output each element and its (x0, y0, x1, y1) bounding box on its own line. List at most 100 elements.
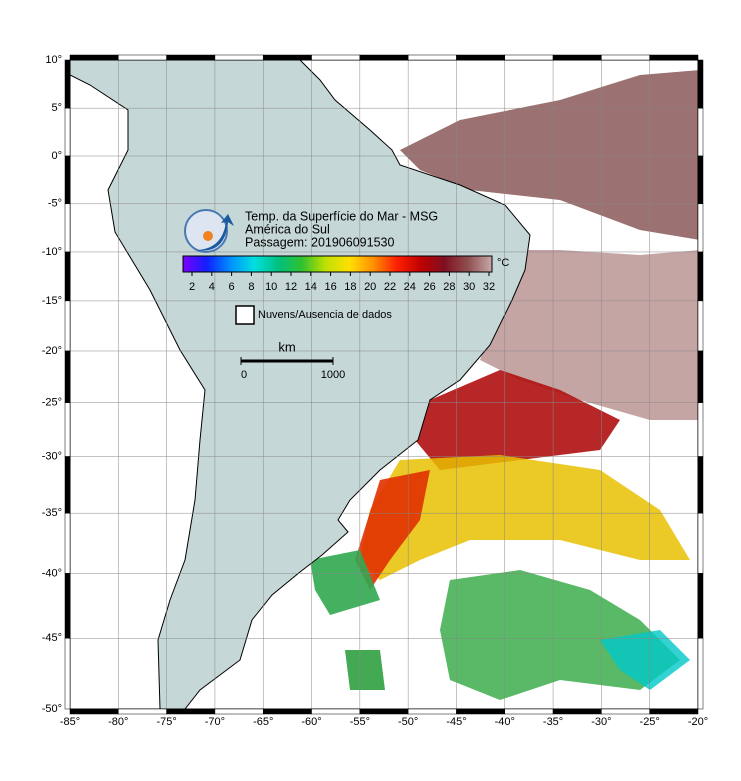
colorbar-tick-label: 14 (305, 281, 317, 293)
frame-band (697, 59, 704, 109)
frame-band (407, 708, 457, 715)
colorbar-tick-label: 16 (324, 281, 336, 293)
colorbar-tick-label: 24 (404, 281, 416, 293)
lon-tick-label: -85° (60, 716, 80, 728)
frame-band (697, 203, 704, 253)
frame-band (697, 300, 704, 352)
title-line: América do Sul (245, 222, 330, 236)
frame-band (64, 350, 71, 403)
lat-tick-label: -45° (42, 632, 62, 644)
lon-tick-label: -30° (591, 716, 611, 728)
frame-band (601, 54, 650, 61)
frame-band (697, 402, 704, 457)
frame-band (649, 54, 699, 61)
scale-tick-label: 0 (241, 369, 247, 381)
frame-band (311, 708, 361, 715)
title-line: Passagem: 201906091530 (245, 235, 394, 249)
frame-band (697, 155, 704, 205)
south-america-land (69, 59, 531, 710)
lon-tick-label: -20° (688, 716, 708, 728)
frame-band (504, 54, 554, 61)
lon-tick-label: -55° (350, 716, 370, 728)
lat-tick-label: 10° (45, 54, 62, 66)
frame-band (64, 300, 71, 352)
frame-band (214, 708, 264, 715)
colorbar-tick-label: 8 (248, 281, 254, 293)
lon-tick-label: -70° (205, 716, 225, 728)
frame-band (64, 59, 71, 109)
frame-band (118, 54, 167, 61)
frame-band (649, 708, 699, 715)
logo-globe (184, 209, 228, 253)
colorbar-tick-label: 10 (265, 281, 277, 293)
lon-tick-label: -50° (398, 716, 418, 728)
colorbar-tick-label: 20 (364, 281, 376, 293)
colorbar (182, 255, 493, 273)
lat-tick-label: -5° (48, 198, 62, 210)
colorbar-tick-label: 4 (209, 281, 215, 293)
frame-band (697, 350, 704, 403)
frame-band (64, 402, 71, 457)
scale-unit: km (278, 339, 295, 354)
frame-band (64, 456, 71, 514)
frame-band (64, 637, 71, 710)
colorbar-tick-label: 30 (463, 281, 475, 293)
frame-band (359, 708, 409, 715)
colorbar-tick-label: 12 (285, 281, 297, 293)
lat-tick-label: -30° (42, 450, 62, 462)
frame-band (64, 155, 71, 205)
colorbar-tick-label: 18 (344, 281, 356, 293)
title-line: Temp. da Superfície do Mar - MSG (245, 209, 438, 223)
frame-band (64, 573, 71, 639)
frame-band (697, 107, 704, 157)
lat-tick-label: -20° (42, 345, 62, 357)
sst-brown-east (480, 250, 700, 420)
colorbar-tick-label: 32 (483, 281, 495, 293)
lon-tick-label: -60° (301, 716, 321, 728)
lat-tick-label: -10° (42, 246, 62, 258)
legend-swatch (235, 305, 255, 325)
frame-band (359, 54, 409, 61)
frame-band (69, 708, 119, 715)
sst-green-patch (345, 650, 385, 690)
sst-field (310, 70, 700, 700)
frame-band (456, 708, 506, 715)
frame-band (69, 54, 119, 61)
lat-tick-label: -40° (42, 567, 62, 579)
colorbar-tick-label: 6 (229, 281, 235, 293)
lon-tick-label: -65° (253, 716, 273, 728)
frame-band (64, 203, 71, 253)
sst-cyan (600, 630, 690, 690)
frame-band (262, 708, 312, 715)
lon-tick-label: -35° (543, 716, 563, 728)
lat-tick-label: -25° (42, 397, 62, 409)
lon-tick-label: -25° (640, 716, 660, 728)
frame-band (697, 573, 704, 639)
sst-red (415, 370, 620, 470)
lon-tick-label: -80° (108, 716, 128, 728)
frame-band (407, 54, 457, 61)
frame-band (697, 251, 704, 302)
frame-band (214, 54, 264, 61)
frame-band (166, 54, 216, 61)
sst-brown-north (400, 70, 700, 240)
frame-band (601, 708, 650, 715)
frame-band (118, 708, 167, 715)
frame-band (456, 54, 506, 61)
colorbar-unit: °C (497, 257, 509, 269)
lat-tick-label: -35° (42, 507, 62, 519)
inpe-logo (184, 209, 234, 253)
legend-label: Nuvens/Ausencia de dados (258, 309, 392, 321)
colorbar-tick-label: 26 (423, 281, 435, 293)
lat-tick-label: 5° (51, 102, 62, 114)
frame-band (697, 456, 704, 514)
frame-band (311, 54, 361, 61)
lat-tick-label: -15° (42, 295, 62, 307)
sst-orange (355, 470, 430, 590)
lon-tick-label: -75° (156, 716, 176, 728)
lon-tick-label: -45° (446, 716, 466, 728)
lon-tick-label: -40° (495, 716, 515, 728)
frame-band (552, 54, 602, 61)
lat-tick-label: 0° (51, 150, 62, 162)
